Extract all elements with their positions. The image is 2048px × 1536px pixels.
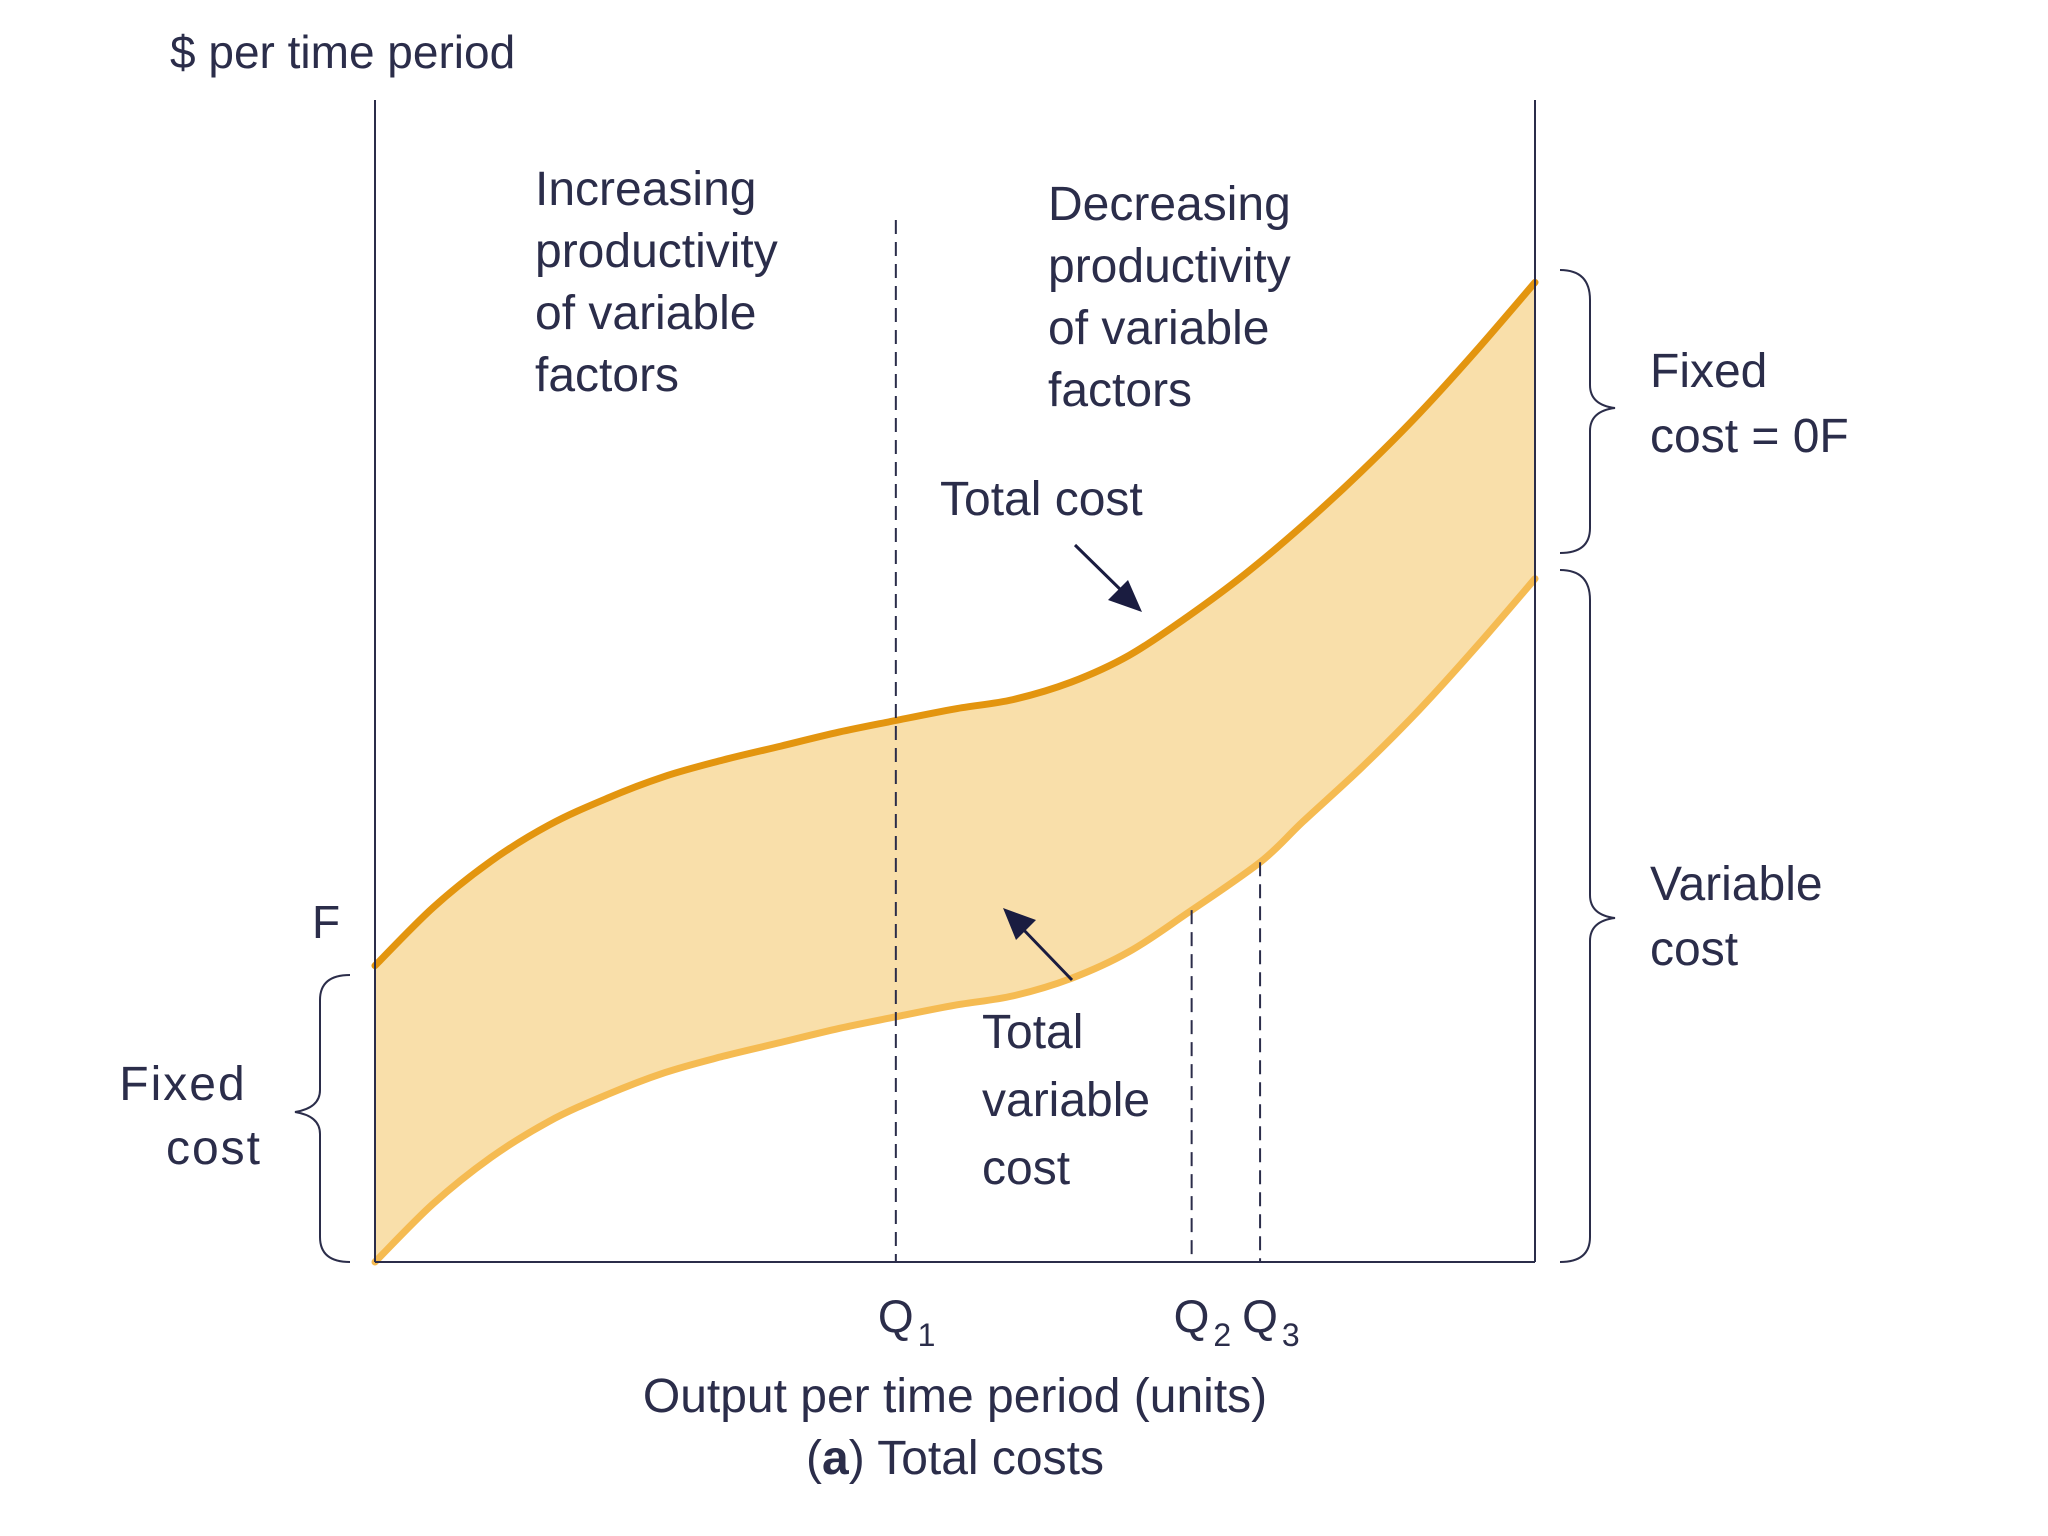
fixed-cost-left-line-2: cost [166, 1122, 262, 1175]
x-tick-q2-sub: 2 [1213, 1317, 1231, 1353]
x-tick-q1-base: Q [878, 1290, 914, 1342]
region-increasing-label: Increasing productivity of variable fact… [535, 163, 791, 402]
fixed-cost-right-line-2: cost = 0F [1650, 410, 1849, 463]
region-decreasing-line-3: of variable [1048, 302, 1269, 355]
tvc-line-1: Total [982, 1006, 1083, 1059]
tvc-line-3: cost [982, 1142, 1070, 1195]
fixed-cost-right-brace [1559, 269, 1616, 554]
region-increasing-line-2: productivity [535, 225, 778, 278]
fixed-cost-left-label: Fixed cost [119, 1058, 262, 1175]
region-increasing-line-1: Increasing [535, 163, 756, 216]
region-increasing-line-4: factors [535, 349, 679, 402]
variable-cost-right-label: Variable cost [1650, 858, 1836, 976]
total-cost-label: Total cost [940, 473, 1143, 526]
total-cost-curve [371, 278, 1539, 970]
region-decreasing-label: Decreasing productivity of variable fact… [1048, 178, 1304, 417]
tvc-arrowhead [1003, 908, 1036, 940]
fixed-cost-left-brace [294, 974, 351, 1263]
chart-caption: (a) Total costs [806, 1432, 1104, 1485]
region-decreasing-line-4: factors [1048, 364, 1192, 417]
caption-prefix: ( [806, 1432, 822, 1485]
variable-cost-right-line-2: cost [1650, 923, 1738, 976]
y-tick-f: F [312, 896, 340, 948]
total-cost-arrowhead [1108, 580, 1142, 612]
x-tick-q3-sub: 3 [1282, 1317, 1300, 1353]
caption-bold: a [822, 1432, 849, 1485]
x-tick-q3-base: Q [1242, 1290, 1278, 1342]
tvc-arrow-shaft [1018, 924, 1074, 982]
fixed-cost-right-line-1: Fixed [1650, 345, 1767, 398]
q-guide-lines [894, 220, 1262, 1262]
fixed-cost-right-label: Fixed cost = 0F [1650, 345, 1849, 463]
tvc-line-2: variable [982, 1074, 1150, 1127]
x-tick-q1-sub: 1 [918, 1317, 936, 1353]
x-axis-title: Output per time period (units) [643, 1370, 1267, 1423]
region-decreasing-line-1: Decreasing [1048, 178, 1291, 231]
caption-suffix: ) Total costs [849, 1432, 1104, 1485]
total-cost-arrow-shaft [1073, 543, 1130, 599]
cost-band-fill [375, 282, 1535, 1262]
variable-cost-right-line-1: Variable [1650, 858, 1823, 911]
variable-cost-right-brace [1559, 569, 1616, 1263]
cost-band-layer [371, 278, 1539, 1266]
region-decreasing-line-2: productivity [1048, 240, 1291, 293]
x-tick-q2-base: Q [1174, 1290, 1210, 1342]
region-increasing-line-3: of variable [535, 287, 756, 340]
total-variable-cost-curve [371, 575, 1539, 1266]
y-axis-title: $ per time period [170, 26, 515, 78]
total-variable-cost-label: Total variable cost [982, 1006, 1163, 1195]
fixed-cost-left-line-1: Fixed [119, 1058, 246, 1111]
